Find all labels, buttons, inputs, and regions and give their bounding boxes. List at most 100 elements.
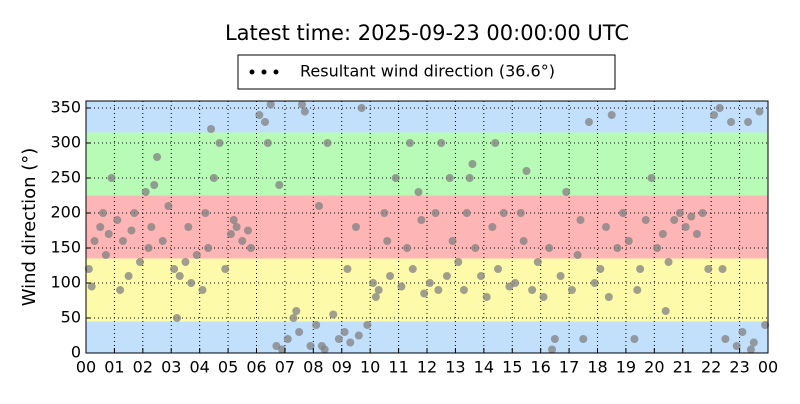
- data-point: [494, 265, 503, 273]
- data-point: [761, 321, 770, 329]
- data-point: [246, 244, 255, 252]
- data-point: [386, 272, 395, 280]
- data-point: [511, 279, 520, 287]
- x-tick-label: 16: [530, 358, 550, 377]
- data-point: [99, 209, 108, 217]
- data-point: [266, 100, 275, 109]
- data-point: [567, 286, 576, 294]
- data-point: [229, 216, 238, 224]
- data-point: [434, 286, 443, 294]
- data-point: [516, 209, 525, 217]
- data-point: [369, 279, 378, 287]
- data-point: [329, 310, 338, 319]
- data-point: [84, 265, 93, 273]
- data-point: [408, 265, 417, 273]
- data-point: [465, 174, 474, 182]
- x-tick-label: 04: [189, 358, 209, 377]
- data-point: [261, 118, 270, 126]
- data-point: [732, 342, 741, 350]
- y-tick-label: 150: [50, 238, 81, 257]
- x-tick-label: 01: [104, 358, 124, 377]
- data-point: [215, 139, 224, 147]
- data-point: [371, 293, 380, 301]
- x-tick-label: 07: [275, 358, 295, 377]
- data-point: [263, 139, 272, 147]
- data-point: [692, 230, 701, 238]
- chart-title: Latest time: 2025-09-23 00:00:00 UTC: [225, 21, 629, 45]
- data-point: [255, 111, 264, 119]
- data-point: [150, 181, 159, 189]
- data-point: [550, 335, 559, 343]
- data-point: [232, 223, 241, 231]
- data-point: [380, 209, 389, 217]
- data-point: [647, 174, 656, 182]
- data-point: [170, 265, 179, 273]
- data-point: [283, 335, 292, 343]
- plot-frame: [85, 100, 769, 354]
- data-point: [96, 223, 105, 231]
- data-point: [548, 345, 557, 354]
- data-point: [116, 286, 125, 294]
- data-point: [144, 244, 153, 252]
- x-tick-label: 03: [161, 358, 181, 377]
- x-tick-label: 15: [502, 358, 522, 377]
- data-point: [454, 258, 463, 266]
- data-point: [198, 286, 207, 294]
- data-point: [124, 272, 133, 280]
- data-point: [746, 345, 755, 354]
- data-point: [718, 265, 727, 273]
- data-point: [573, 251, 582, 259]
- x-tick-label: 11: [388, 358, 408, 377]
- x-tick-label: 09: [332, 358, 352, 377]
- data-point: [431, 209, 440, 217]
- data-point: [90, 237, 99, 245]
- x-tick-label: 14: [474, 358, 494, 377]
- data-point: [670, 216, 679, 224]
- data-point: [405, 139, 414, 147]
- data-point: [357, 104, 366, 112]
- data-point: [619, 209, 628, 217]
- x-tick-label: 23: [729, 358, 749, 377]
- data-point: [613, 244, 622, 252]
- data-point: [491, 139, 500, 147]
- data-point: [354, 331, 363, 340]
- data-point: [442, 272, 451, 280]
- data-point: [181, 258, 190, 266]
- y-tick-label: 0: [71, 343, 81, 362]
- x-tick-label: 02: [133, 358, 153, 377]
- data-point: [630, 335, 639, 343]
- data-point: [238, 237, 247, 245]
- data-point: [425, 279, 434, 287]
- x-tick-label: 20: [644, 358, 664, 377]
- data-point: [101, 251, 110, 259]
- x-tick-label: 19: [616, 358, 636, 377]
- data-point: [334, 335, 343, 343]
- data-point: [158, 237, 167, 245]
- data-point: [602, 223, 611, 231]
- x-tick-label: 13: [445, 358, 465, 377]
- y-tick-label: 200: [50, 203, 81, 222]
- data-point: [346, 338, 355, 347]
- data-point: [113, 216, 122, 224]
- data-point: [462, 209, 471, 217]
- direction-band: [86, 101, 768, 133]
- data-point: [192, 251, 201, 259]
- data-point: [749, 338, 758, 347]
- data-point: [579, 335, 588, 343]
- data-point: [351, 223, 360, 231]
- data-point: [278, 345, 287, 354]
- x-tick-label: 06: [246, 358, 266, 377]
- data-point: [448, 237, 457, 245]
- data-point: [107, 174, 116, 182]
- data-point: [420, 289, 429, 298]
- data-point: [184, 223, 193, 231]
- data-point: [201, 209, 210, 217]
- data-point: [721, 335, 730, 343]
- data-point: [755, 107, 764, 116]
- data-point: [641, 216, 650, 224]
- data-point: [556, 272, 565, 280]
- x-tick-label: 00: [76, 358, 96, 377]
- data-point: [604, 293, 613, 301]
- x-tick-label: 00: [758, 358, 778, 377]
